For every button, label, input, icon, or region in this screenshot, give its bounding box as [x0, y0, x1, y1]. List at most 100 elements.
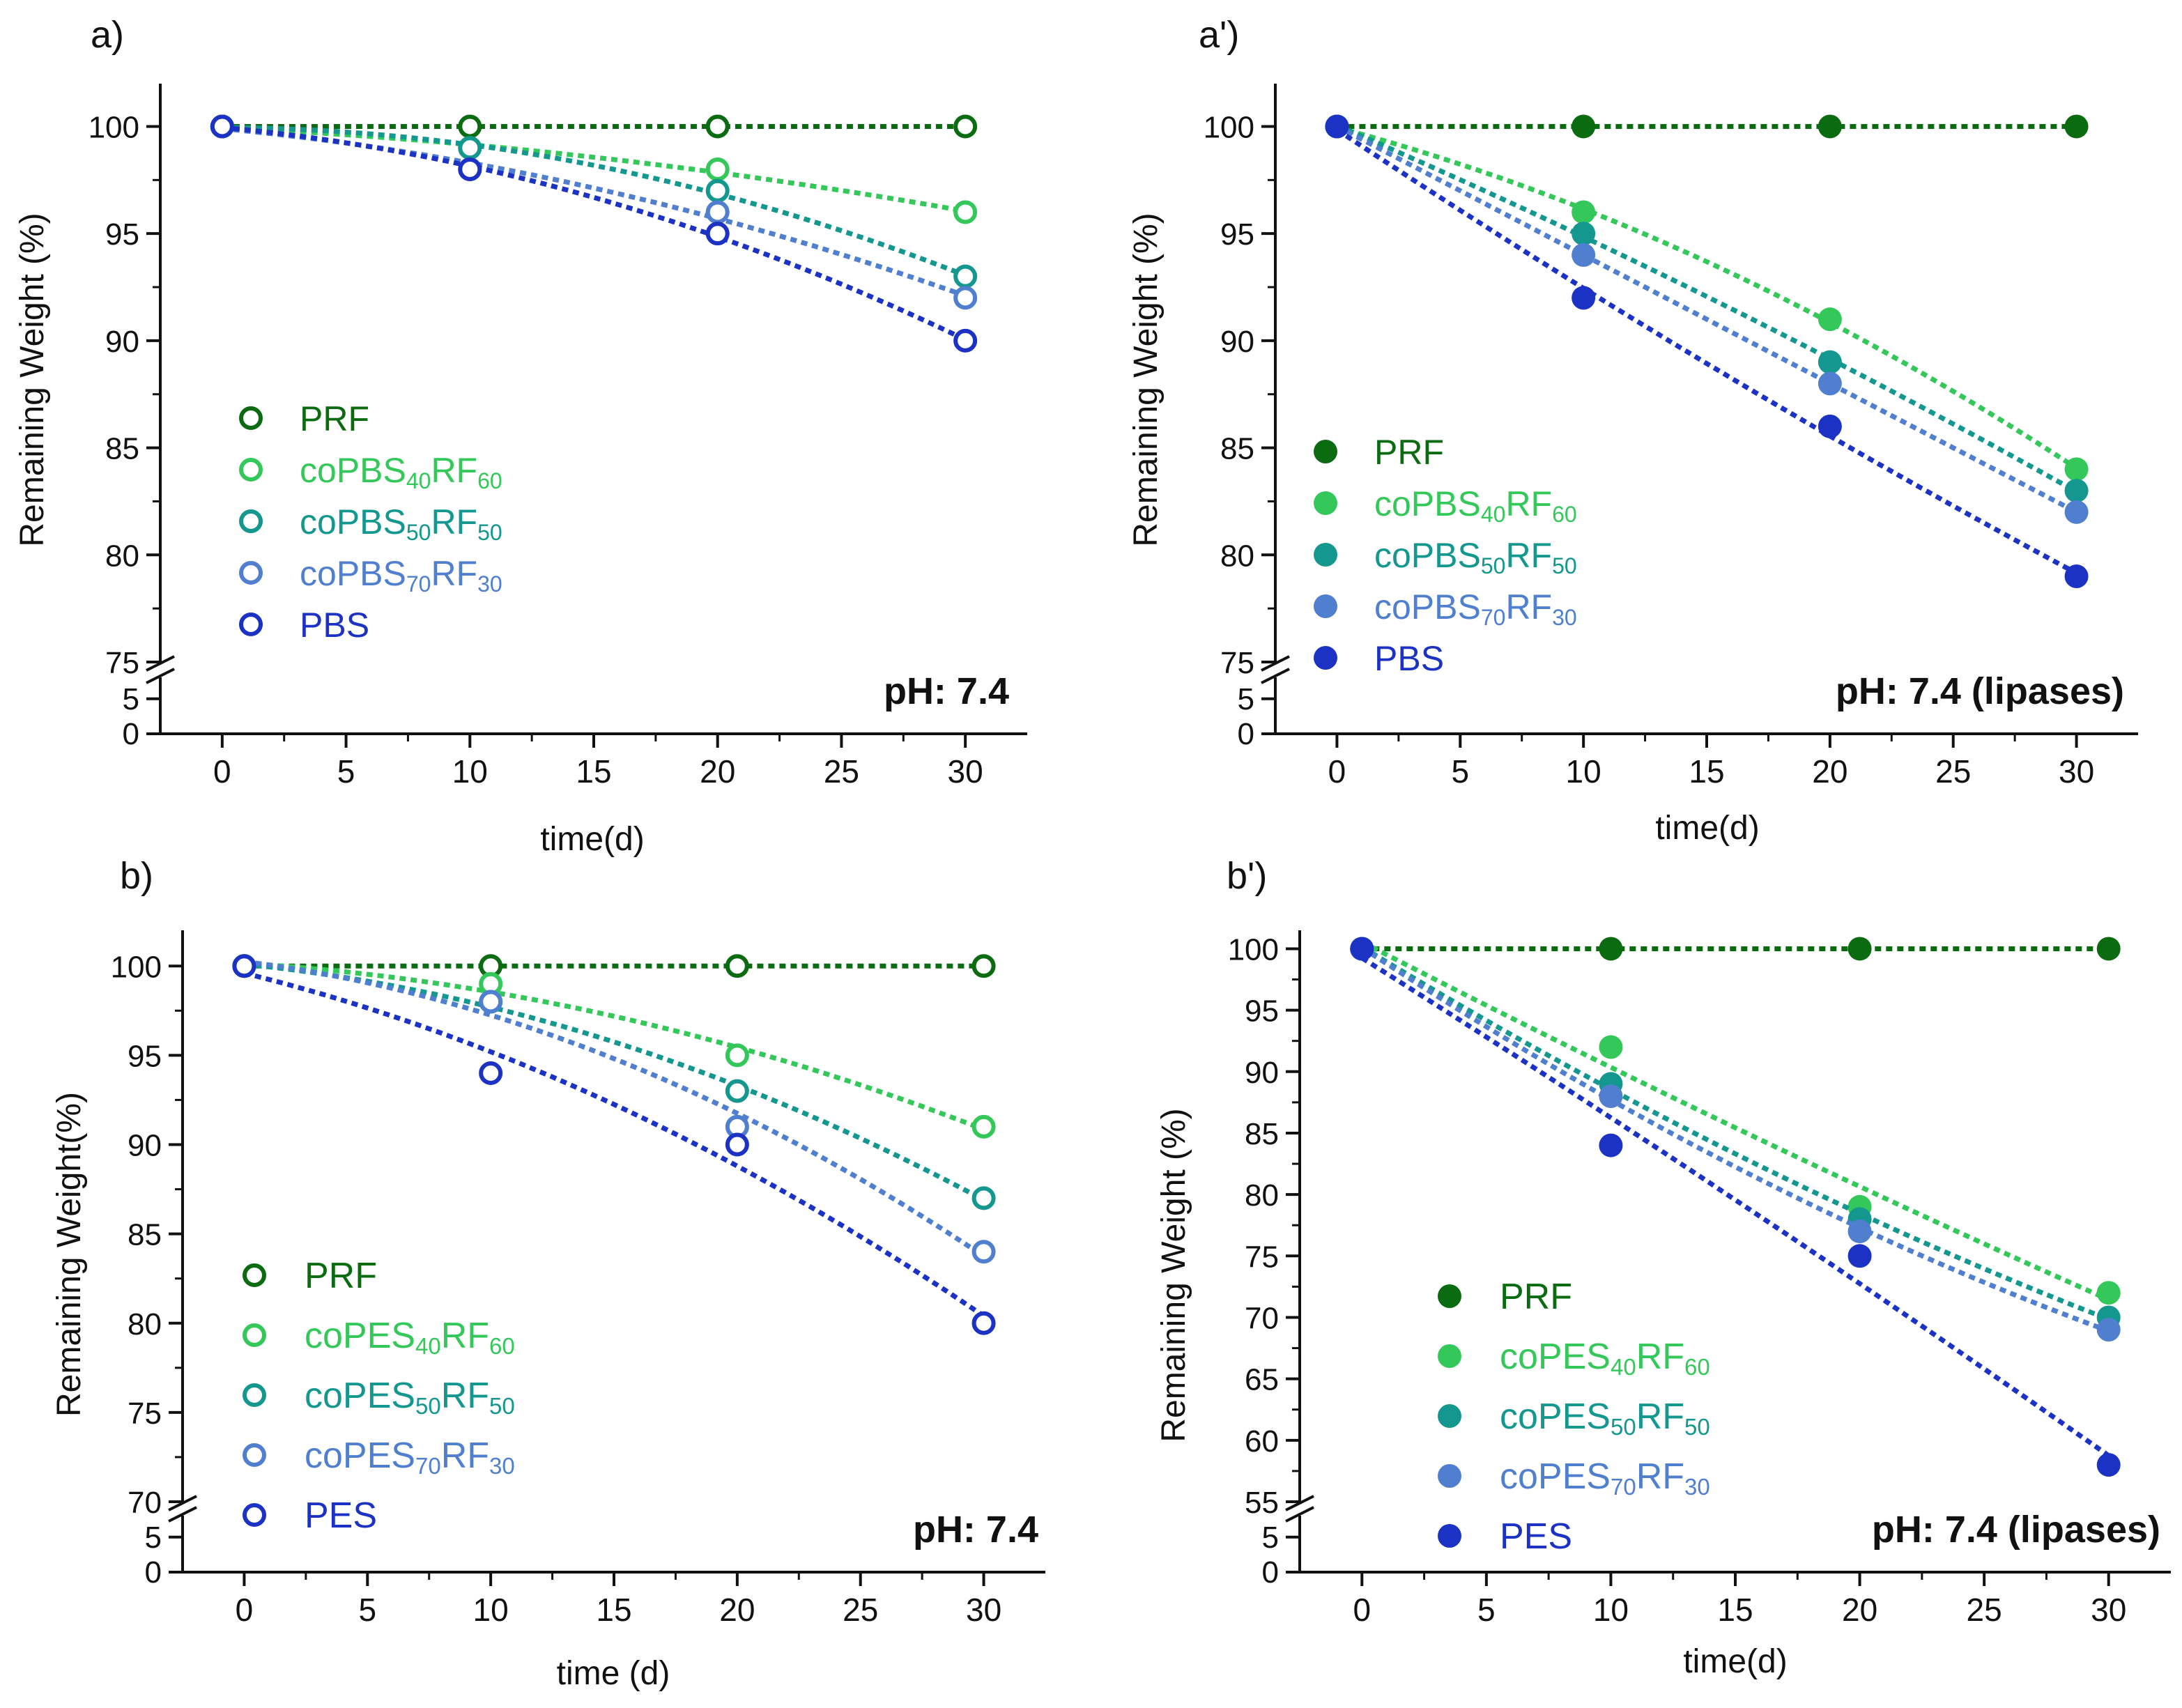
legend-marker: [1314, 543, 1337, 567]
legend-subscript: 30: [489, 1453, 515, 1479]
data-point: [2096, 1453, 2121, 1477]
legend-label: coPBS40RF60: [300, 451, 502, 493]
data-point: [971, 1114, 996, 1139]
data-point: [1599, 1035, 1623, 1059]
legend-label: coPES70RF30: [1500, 1456, 1710, 1500]
legend-label: PES: [305, 1495, 377, 1536]
data-point: [725, 1043, 749, 1068]
data-point: [953, 328, 978, 353]
legend-marker: [1438, 1524, 1461, 1548]
x-tick-label: 30: [2059, 753, 2094, 790]
x-axis-label: time (d): [557, 1655, 670, 1692]
y-tick-label: 80: [128, 1307, 162, 1341]
legend-marker: [243, 1263, 266, 1287]
trend-line: [1335, 124, 2078, 514]
data-point: [705, 114, 730, 139]
legend-subscript: 50: [406, 520, 431, 545]
legend-marker: [1314, 646, 1337, 670]
y-tick-label: 95: [128, 1039, 162, 1073]
trend-line: [1360, 945, 2110, 1334]
trend-line: [243, 971, 985, 1318]
data-point: [479, 1061, 503, 1085]
data-point: [953, 264, 978, 288]
data-point: [2096, 1318, 2121, 1342]
legend-label: PRF: [300, 399, 369, 438]
y-tick-label: 100: [1204, 110, 1254, 144]
data-point: [705, 157, 730, 181]
series-coPES70RF30: coPES70RF30: [232, 954, 996, 1479]
series-coPBS50RF50: coPBS50RF50: [1314, 114, 2089, 578]
y-axis-label: Remaining Weight (%): [1155, 1108, 1192, 1442]
series-coPBS70RF30: coPBS70RF30: [1314, 114, 2089, 630]
data-point: [1847, 1220, 1872, 1244]
y-tick-label: 85: [105, 432, 139, 466]
legend-text: PBS: [300, 606, 369, 645]
data-point: [1572, 222, 1596, 246]
legend-label: PBS: [300, 606, 369, 645]
legend-text: coPBS: [300, 451, 406, 490]
panel-label: b'): [1227, 855, 1267, 897]
data-point: [1847, 1244, 1872, 1268]
y-tick-label: 80: [1245, 1178, 1279, 1213]
panel-label: a'): [1199, 14, 1239, 56]
data-point: [1350, 937, 1374, 961]
legend-subscript: 40: [1481, 502, 1506, 527]
y-axis-label: Remaining Weight (%): [14, 213, 51, 546]
x-tick-label: 5: [1451, 753, 1469, 790]
legend-text: RF: [441, 1376, 489, 1416]
legend-subscript: 30: [477, 571, 502, 597]
x-tick-label: 25: [843, 1592, 878, 1628]
data-point: [1599, 1133, 1623, 1157]
legend-text: coPES: [1500, 1456, 1611, 1497]
x-tick-label: 30: [948, 753, 983, 790]
data-point: [1818, 114, 1842, 139]
x-tick-label: 30: [966, 1592, 1001, 1628]
legend-marker: [243, 1383, 266, 1407]
legend-label: coPES70RF30: [305, 1436, 515, 1479]
legend-subscript: 30: [1552, 605, 1577, 630]
y-tick-label: 75: [128, 1397, 162, 1431]
data-point: [232, 954, 256, 978]
legend-marker: [239, 613, 263, 636]
y-tick-label: 75: [1220, 646, 1254, 680]
panel-2: a')0 5 10 15 20 25 30758085909510005time(d)Rem…: [1128, 14, 2138, 847]
x-tick-label: 20: [1812, 753, 1847, 790]
legend-text: RF: [1636, 1337, 1684, 1377]
legend-subscript: 30: [1684, 1474, 1710, 1500]
x-axis-label: time(d): [1655, 810, 1759, 847]
data-point: [971, 1311, 996, 1335]
x-tick-label: 5: [1477, 1592, 1496, 1628]
panel-1: a)0 5 10 15 20 25 30758085909510005time(d)Rema…: [14, 14, 1027, 858]
legend-text: PRF: [300, 399, 369, 438]
y-tick-label: 0: [1238, 717, 1254, 751]
axis-break-mark: [1261, 668, 1290, 684]
legend-subscript: 70: [415, 1453, 441, 1479]
data-point: [1818, 350, 1842, 374]
legend-label: coPES50RF50: [1500, 1397, 1710, 1440]
trend-line: [1360, 944, 2110, 1322]
data-point: [210, 114, 234, 139]
data-point: [1599, 937, 1623, 961]
legend-marker: [243, 1323, 266, 1347]
legend-label: coPBS50RF50: [1374, 536, 1577, 578]
data-point: [2064, 457, 2089, 482]
axis-break-mark: [146, 668, 175, 684]
x-tick-label: 0: [213, 753, 231, 790]
legend-subscript: 50: [1552, 553, 1577, 578]
x-tick-label: 15: [576, 753, 611, 790]
legend-subscript: 50: [477, 520, 502, 545]
data-point: [971, 954, 996, 978]
x-tick-label: 25: [1935, 753, 1971, 790]
legend-text: RF: [1636, 1397, 1684, 1437]
x-tick-label: 20: [1842, 1592, 1877, 1628]
legend-text: coPBS: [1374, 484, 1481, 523]
y-tick-label: 5: [145, 1521, 162, 1555]
legend-label: PES: [1500, 1516, 1572, 1557]
legend-label: coPES40RF60: [1500, 1337, 1710, 1380]
legend-label: PRF: [1500, 1277, 1572, 1317]
legend-text: RF: [1505, 484, 1552, 523]
legend-text: RF: [1505, 587, 1552, 626]
trend-line: [244, 962, 985, 1202]
trend-line: [1336, 123, 2078, 494]
x-tick-label: 0: [236, 1592, 254, 1628]
